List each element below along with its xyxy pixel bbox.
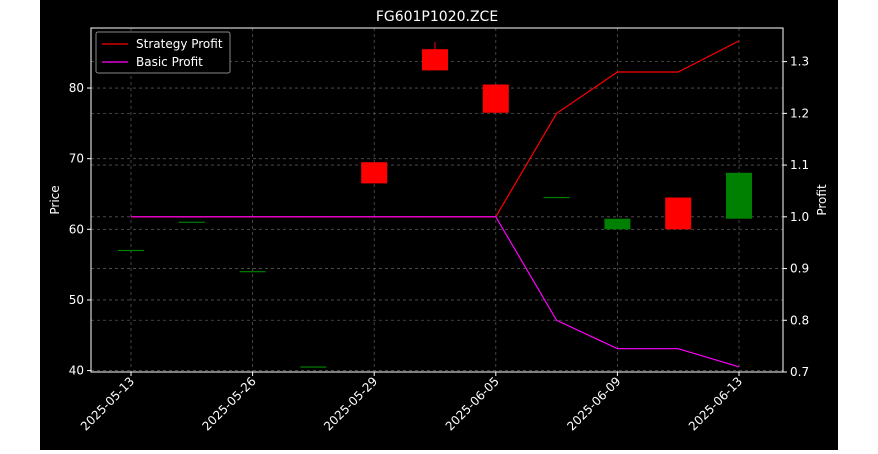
right-tick-label: 1.1 <box>790 158 809 172</box>
candle-body <box>239 271 266 273</box>
left-tick-label: 60 <box>69 222 84 236</box>
left-tick-label: 80 <box>69 81 84 95</box>
candle-body <box>300 366 327 368</box>
right-tick-label: 1.2 <box>790 106 809 120</box>
left-tick-label: 40 <box>69 364 84 378</box>
right-tick-label: 0.9 <box>790 262 809 276</box>
candle-body <box>178 221 205 223</box>
legend-label-basic: Basic Profit <box>136 55 203 69</box>
right-tick-label: 0.7 <box>790 365 809 379</box>
right-tick-label: 1.3 <box>790 55 809 69</box>
right-tick-label: 0.8 <box>790 313 809 327</box>
profit-lines <box>131 40 740 368</box>
candle-body <box>118 249 144 252</box>
candle-body <box>604 218 631 230</box>
candle-body <box>361 162 388 184</box>
left-axis-label: Price <box>48 185 62 214</box>
right-tick-label: 1.0 <box>790 210 809 224</box>
candle-body <box>543 196 570 199</box>
left-tick-label: 50 <box>69 293 84 307</box>
plot-frame <box>90 27 784 373</box>
figure-background <box>40 0 838 450</box>
candle-body <box>482 84 509 113</box>
basic-profit-line <box>131 216 740 368</box>
candle-body <box>726 172 752 219</box>
legend-box <box>95 31 231 74</box>
candle-body <box>422 49 448 71</box>
legend: Strategy Profit Basic Profit <box>95 31 231 74</box>
candles <box>118 42 752 368</box>
left-tick-label: 70 <box>69 152 84 166</box>
left-y-axis: 40 50 60 70 80 <box>69 81 91 378</box>
right-axis-label: Profit <box>815 184 829 216</box>
chart-title: FG601P1020.ZCE <box>376 9 498 25</box>
candle-body <box>665 197 692 230</box>
right-y-axis: 0.7 0.8 0.9 1.0 1.1 1.2 1.3 <box>783 55 809 379</box>
legend-label-strategy: Strategy Profit <box>136 37 223 51</box>
